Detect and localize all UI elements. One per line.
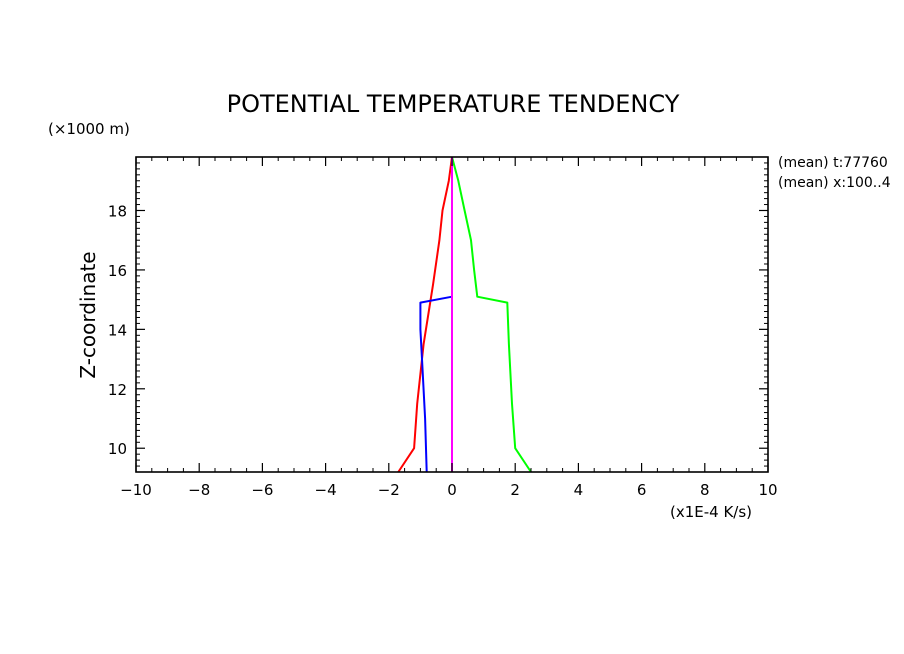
x-axis-unit: (x1E-4 K/s) — [670, 503, 752, 521]
y-tick-label: 18 — [108, 202, 127, 220]
y-tick-label: 12 — [108, 381, 127, 399]
x-tick-label: 8 — [700, 481, 710, 499]
axes-layer: −10 −8 −6 −4 −2 0 2 4 6 8 10 10 12 14 16 18 — [108, 156, 778, 499]
x-tick-label: −8 — [188, 481, 210, 499]
x-tick-label: −10 — [120, 481, 152, 499]
series-line-1 — [451, 156, 532, 473]
x-tick-label: 2 — [510, 481, 520, 499]
x-tick-label: −6 — [251, 481, 273, 499]
y-tick-label: 10 — [108, 440, 127, 458]
annotation-time-mean: (mean) t:77760 — [778, 155, 888, 171]
series-line-2 — [419, 210, 453, 473]
y-tick-label: 14 — [108, 321, 127, 339]
x-tick-label: 4 — [574, 481, 584, 499]
x-tick-label: 0 — [447, 481, 457, 499]
y-tick-label: 16 — [108, 262, 127, 280]
chart-title: POTENTIAL TEMPERATURE TENDENCY — [227, 90, 680, 118]
x-tick-label: −2 — [378, 481, 400, 499]
x-tick-label: −4 — [315, 481, 337, 499]
annotation-x-mean: (mean) x:100..4 — [778, 175, 891, 191]
series-line-0 — [397, 156, 453, 473]
series-layer — [397, 156, 532, 473]
y-axis-unit: (×1000 m) — [48, 120, 130, 138]
y-axis-label: Z-coordinate — [76, 251, 100, 378]
x-tick-label: 10 — [758, 481, 777, 499]
x-tick-label: 6 — [637, 481, 647, 499]
